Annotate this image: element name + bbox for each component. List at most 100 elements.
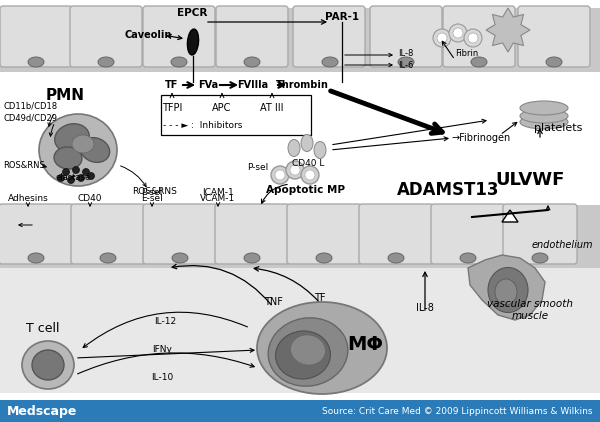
Text: AT III: AT III xyxy=(260,103,284,113)
Text: Caveolin: Caveolin xyxy=(124,30,172,40)
Text: TFPI: TFPI xyxy=(162,103,182,113)
Circle shape xyxy=(437,33,447,43)
Text: ROS&RNS: ROS&RNS xyxy=(133,187,178,197)
FancyBboxPatch shape xyxy=(216,6,288,67)
Ellipse shape xyxy=(290,335,325,365)
Text: CD49d/CD29: CD49d/CD29 xyxy=(3,114,57,122)
Circle shape xyxy=(83,168,89,176)
Ellipse shape xyxy=(471,57,487,67)
Text: TF: TF xyxy=(166,80,179,90)
Circle shape xyxy=(77,175,85,181)
Text: FVa: FVa xyxy=(198,80,218,90)
FancyBboxPatch shape xyxy=(0,6,72,67)
Polygon shape xyxy=(468,255,545,320)
Ellipse shape xyxy=(532,253,548,263)
Ellipse shape xyxy=(32,350,64,380)
FancyBboxPatch shape xyxy=(287,204,361,264)
Bar xyxy=(161,95,311,135)
Text: - - - ► :  Inhibitors: - - - ► : Inhibitors xyxy=(163,122,242,130)
Ellipse shape xyxy=(488,268,528,313)
Circle shape xyxy=(449,24,467,42)
Ellipse shape xyxy=(460,253,476,263)
Circle shape xyxy=(67,176,74,184)
Text: IFNγ: IFNγ xyxy=(152,346,172,354)
Text: IL-10: IL-10 xyxy=(151,373,173,382)
Ellipse shape xyxy=(322,57,338,67)
Text: IL-8: IL-8 xyxy=(416,303,434,313)
Text: PAR-1: PAR-1 xyxy=(325,12,359,22)
Text: E-sel: E-sel xyxy=(141,194,163,203)
Circle shape xyxy=(275,170,285,180)
Text: CD40 L: CD40 L xyxy=(292,159,324,168)
Text: EPCR: EPCR xyxy=(177,8,207,18)
Polygon shape xyxy=(502,210,518,222)
Ellipse shape xyxy=(495,279,517,305)
Ellipse shape xyxy=(55,124,89,152)
Circle shape xyxy=(453,28,463,38)
Ellipse shape xyxy=(275,331,331,379)
Ellipse shape xyxy=(388,253,404,263)
Ellipse shape xyxy=(520,115,568,129)
FancyBboxPatch shape xyxy=(359,204,433,264)
Circle shape xyxy=(73,167,79,173)
Ellipse shape xyxy=(288,140,300,157)
Circle shape xyxy=(433,29,451,47)
Text: CD11b/CD18: CD11b/CD18 xyxy=(3,102,57,111)
Text: ADAMST13: ADAMST13 xyxy=(397,181,499,199)
Ellipse shape xyxy=(301,135,313,151)
Ellipse shape xyxy=(314,141,326,159)
Circle shape xyxy=(271,166,289,184)
Text: P-sel: P-sel xyxy=(247,163,268,173)
FancyBboxPatch shape xyxy=(143,204,217,264)
Ellipse shape xyxy=(171,57,187,67)
Text: ROS&RNS: ROS&RNS xyxy=(3,160,45,170)
Bar xyxy=(0,8,600,72)
Circle shape xyxy=(88,173,95,179)
Ellipse shape xyxy=(172,253,188,263)
Text: endothelium: endothelium xyxy=(531,240,593,250)
Text: CD40: CD40 xyxy=(78,194,102,203)
Text: VCAM-1: VCAM-1 xyxy=(200,194,236,203)
Circle shape xyxy=(464,29,482,47)
Ellipse shape xyxy=(98,57,114,67)
Text: IL-8: IL-8 xyxy=(398,49,413,57)
Ellipse shape xyxy=(28,57,44,67)
Circle shape xyxy=(58,175,65,181)
Ellipse shape xyxy=(398,57,414,67)
FancyBboxPatch shape xyxy=(215,204,289,264)
Text: ICAM-1: ICAM-1 xyxy=(202,188,234,197)
FancyBboxPatch shape xyxy=(71,204,145,264)
Text: Apoptotic MP: Apoptotic MP xyxy=(265,185,344,195)
Bar xyxy=(0,400,600,422)
Ellipse shape xyxy=(244,57,260,67)
Ellipse shape xyxy=(257,302,387,394)
Bar xyxy=(0,268,600,393)
Ellipse shape xyxy=(520,101,568,115)
Text: platelets: platelets xyxy=(534,123,582,133)
Ellipse shape xyxy=(244,253,260,263)
Text: ULVWF: ULVWF xyxy=(496,171,565,189)
Text: FVIIIa: FVIIIa xyxy=(238,80,269,90)
Circle shape xyxy=(305,170,315,180)
Text: TNF: TNF xyxy=(263,297,283,307)
FancyBboxPatch shape xyxy=(518,6,590,67)
Circle shape xyxy=(290,165,300,175)
Text: vascular smooth
muscle: vascular smooth muscle xyxy=(487,299,573,321)
Text: →Fibrinogen: →Fibrinogen xyxy=(452,133,511,143)
Ellipse shape xyxy=(100,253,116,263)
Text: Medscape: Medscape xyxy=(7,405,77,417)
Circle shape xyxy=(468,33,478,43)
FancyBboxPatch shape xyxy=(70,6,142,67)
FancyBboxPatch shape xyxy=(431,204,505,264)
Text: T cell: T cell xyxy=(26,322,60,335)
Text: Fibrin: Fibrin xyxy=(455,49,478,57)
Ellipse shape xyxy=(22,341,74,389)
FancyBboxPatch shape xyxy=(370,6,442,67)
Text: elastase: elastase xyxy=(55,173,90,182)
Circle shape xyxy=(62,168,70,176)
Ellipse shape xyxy=(80,138,110,162)
Ellipse shape xyxy=(268,318,348,386)
FancyBboxPatch shape xyxy=(0,204,73,264)
Polygon shape xyxy=(486,8,530,52)
Text: Thrombin: Thrombin xyxy=(275,80,328,90)
